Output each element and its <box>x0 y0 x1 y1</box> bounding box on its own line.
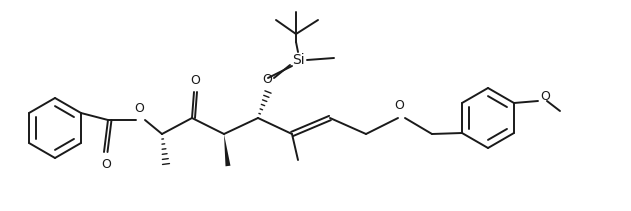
Text: Si: Si <box>292 53 304 67</box>
Text: O: O <box>394 99 404 112</box>
Polygon shape <box>224 134 230 166</box>
Text: O: O <box>101 158 111 171</box>
Text: O: O <box>540 91 550 104</box>
Text: O: O <box>262 73 272 86</box>
Text: O: O <box>134 102 144 115</box>
Text: O: O <box>191 74 201 87</box>
